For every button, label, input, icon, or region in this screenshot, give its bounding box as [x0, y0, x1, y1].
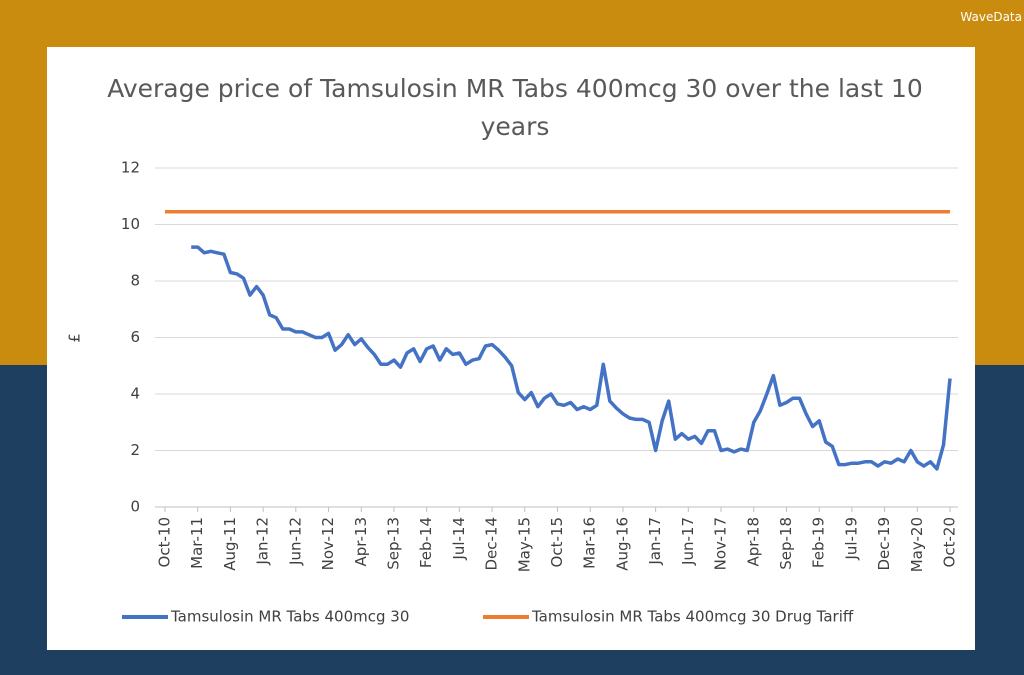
x-tick-label: Oct-20: [941, 517, 959, 567]
x-tick-label: Feb-19: [810, 517, 828, 568]
logo: WaveData: [960, 10, 1022, 24]
y-tick-label: 4: [130, 385, 140, 403]
x-tick-label: Apr-18: [744, 517, 762, 567]
x-tick-label: Oct-10: [156, 517, 174, 567]
y-tick-label: 0: [130, 498, 140, 516]
x-tick-label: May-20: [908, 517, 926, 572]
series-line: [191, 245, 952, 471]
x-tick-label: Jun-12: [286, 517, 304, 566]
x-tick-label: Sep-18: [777, 517, 795, 570]
x-tick-label: Jul-14: [450, 517, 468, 561]
x-tick-label: Feb-14: [417, 517, 435, 568]
x-tick-label: Aug-16: [613, 517, 631, 571]
x-tick-label: Dec-14: [483, 517, 501, 571]
y-tick-label: 6: [130, 328, 140, 346]
chart-panel: [47, 47, 975, 650]
x-tick-label: Jan-12: [254, 517, 272, 566]
x-tick-label: May-15: [515, 517, 533, 572]
y-axis-label: £: [66, 333, 84, 343]
x-tick-label: Nov-12: [319, 517, 337, 570]
x-tick-label: Mar-11: [188, 517, 206, 569]
x-tick-label: Mar-16: [581, 517, 599, 569]
x-tick-label: Jan-17: [646, 517, 664, 566]
legend-label: Tamsulosin MR Tabs 400mcg 30: [170, 608, 409, 626]
x-tick-label: Apr-13: [352, 517, 370, 567]
x-tick-label: Nov-17: [712, 517, 730, 570]
y-tick-label: 2: [130, 441, 140, 459]
x-tick-label: Aug-11: [221, 517, 239, 571]
y-tick-label: 12: [121, 159, 140, 177]
x-tick-label: Oct-15: [548, 517, 566, 567]
y-tick-label: 10: [121, 215, 140, 233]
x-tick-label: Sep-13: [384, 517, 402, 570]
x-tick-label: Jun-17: [679, 517, 697, 566]
x-tick-label: Jul-19: [842, 517, 860, 561]
chart-title: Average price of Tamsulosin MR Tabs 400m…: [107, 74, 923, 141]
y-tick-label: 8: [130, 272, 140, 290]
legend-label: Tamsulosin MR Tabs 400mcg 30 Drug Tariff: [531, 608, 854, 626]
x-tick-label: Dec-19: [875, 517, 893, 571]
